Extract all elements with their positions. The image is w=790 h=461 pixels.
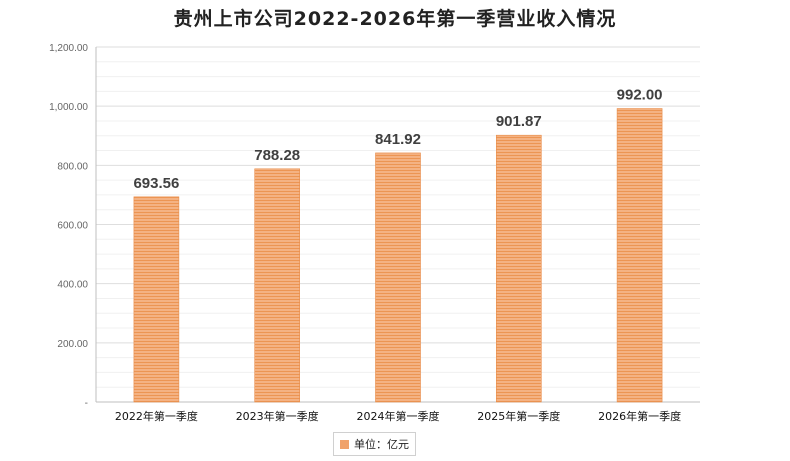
bar — [375, 152, 421, 403]
x-tick-label: 2022年第一季度 — [115, 409, 198, 423]
x-tick-label: 2025年第一季度 — [477, 409, 560, 423]
chart-title: 贵州上市公司2022-2026年第一季营业收入情况 — [173, 8, 617, 30]
bar — [133, 196, 180, 403]
legend-label: 单位：亿元 — [354, 438, 409, 451]
data-label: 841.92 — [375, 131, 421, 148]
y-tick-label: 1,000.00 — [49, 102, 88, 113]
x-tick-label: 2024年第一季度 — [357, 409, 440, 423]
bar — [254, 168, 300, 403]
y-tick-label: 400.00 — [57, 280, 88, 291]
x-tick-label: 2023年第一季度 — [236, 409, 319, 423]
legend-swatch — [340, 439, 349, 449]
y-tick-label: 800.00 — [57, 161, 88, 172]
data-label: 788.28 — [254, 147, 300, 164]
bar — [616, 108, 663, 403]
data-label: 901.87 — [496, 113, 542, 130]
legend: 单位：亿元 — [333, 432, 416, 456]
y-tick-label: 1,200.00 — [49, 43, 88, 54]
data-label: 693.56 — [133, 175, 179, 192]
x-tick-label: 2026年第一季度 — [598, 409, 681, 423]
bar — [495, 134, 542, 403]
y-tick-label: 200.00 — [57, 339, 88, 350]
y-tick-label: 600.00 — [57, 221, 88, 232]
data-label: 992.00 — [617, 87, 663, 104]
y-tick-label: - — [85, 398, 88, 409]
